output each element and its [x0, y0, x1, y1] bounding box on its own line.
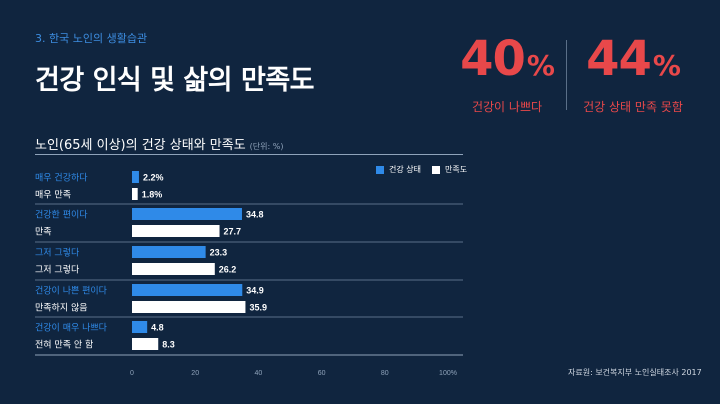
- legend-label-health: 건강 상태: [389, 165, 421, 174]
- data-label: 8.3: [162, 340, 175, 350]
- data-label: 34.8: [246, 210, 264, 220]
- legend-item-satisfaction: 만족도: [432, 164, 467, 175]
- category-label: 그저 그렇다: [35, 248, 80, 259]
- bar: [132, 171, 139, 183]
- chart-title: 노인(65세 이상)의 건강 상태와 만족도 (단위: %): [35, 134, 283, 153]
- source-note: 자료원: 보건복지부 노인실태조사 2017: [568, 368, 702, 377]
- category-label: 건강이 매우 나쁘다: [35, 323, 108, 334]
- section-label: 3. 한국 노인의 생활습관: [35, 32, 148, 45]
- bar: [132, 263, 215, 275]
- bar: [132, 284, 243, 296]
- data-label: 35.9: [249, 303, 267, 313]
- category-label: 매우 건강하다: [35, 173, 88, 184]
- tick-label: 80: [381, 370, 389, 377]
- stat-label: 건강 상태 만족 못함: [583, 100, 683, 114]
- data-label: 1.8%: [142, 190, 163, 200]
- chart-unit: (단위: %): [249, 142, 284, 151]
- data-label: 26.2: [219, 265, 237, 275]
- legend-item-health: 건강 상태: [376, 164, 421, 175]
- data-label: 27.7: [224, 227, 242, 237]
- tick-label: 60: [318, 370, 326, 377]
- category-label: 건강한 편이다: [35, 209, 88, 221]
- stat-bad-health: 40% 건강이 나쁘다: [448, 30, 566, 115]
- tick-label: 20: [191, 370, 199, 377]
- tick-label: 100%: [439, 370, 457, 377]
- legend-label-satisfaction: 만족도: [445, 165, 468, 174]
- stat-number: 44: [586, 31, 652, 87]
- stat-unit: %: [526, 49, 555, 82]
- legend-swatch-satisfaction: [432, 165, 440, 174]
- stat-divider: [566, 40, 567, 110]
- category-label: 만족: [35, 227, 52, 238]
- bar: [132, 246, 206, 258]
- bar: [132, 225, 220, 237]
- stat-not-satisfied: 44% 건강 상태 만족 못함: [574, 30, 692, 115]
- tick-label: 0: [130, 370, 134, 377]
- category-label: 건강이 나쁜 편이다: [35, 285, 108, 297]
- data-label: 2.2%: [143, 173, 164, 183]
- category-label: 전혀 만족 안 함: [35, 340, 93, 351]
- bar: [132, 301, 246, 313]
- stat-label: 건강이 나쁘다: [471, 100, 543, 114]
- bar: [132, 188, 138, 200]
- tick-label: 40: [255, 370, 263, 377]
- bar: [132, 321, 148, 333]
- bar: [132, 208, 242, 220]
- data-label: 4.8: [151, 323, 164, 333]
- page-title: 건강 인식 및 삶의 만족도: [35, 65, 315, 96]
- chart-title-text: 노인(65세 이상)의 건강 상태와 만족도: [35, 138, 246, 153]
- data-label: 23.3: [210, 248, 228, 258]
- legend-swatch-health: [376, 165, 384, 174]
- category-label: 그저 그렇다: [35, 265, 80, 276]
- stat-unit: %: [652, 49, 681, 82]
- data-label: 34.9: [246, 286, 264, 296]
- stat-number: 40: [460, 31, 526, 87]
- category-label: 만족하지 않음: [35, 303, 88, 314]
- chart-top-rule: [35, 154, 463, 155]
- category-label: 매우 만족: [35, 190, 71, 201]
- bar: [132, 338, 159, 350]
